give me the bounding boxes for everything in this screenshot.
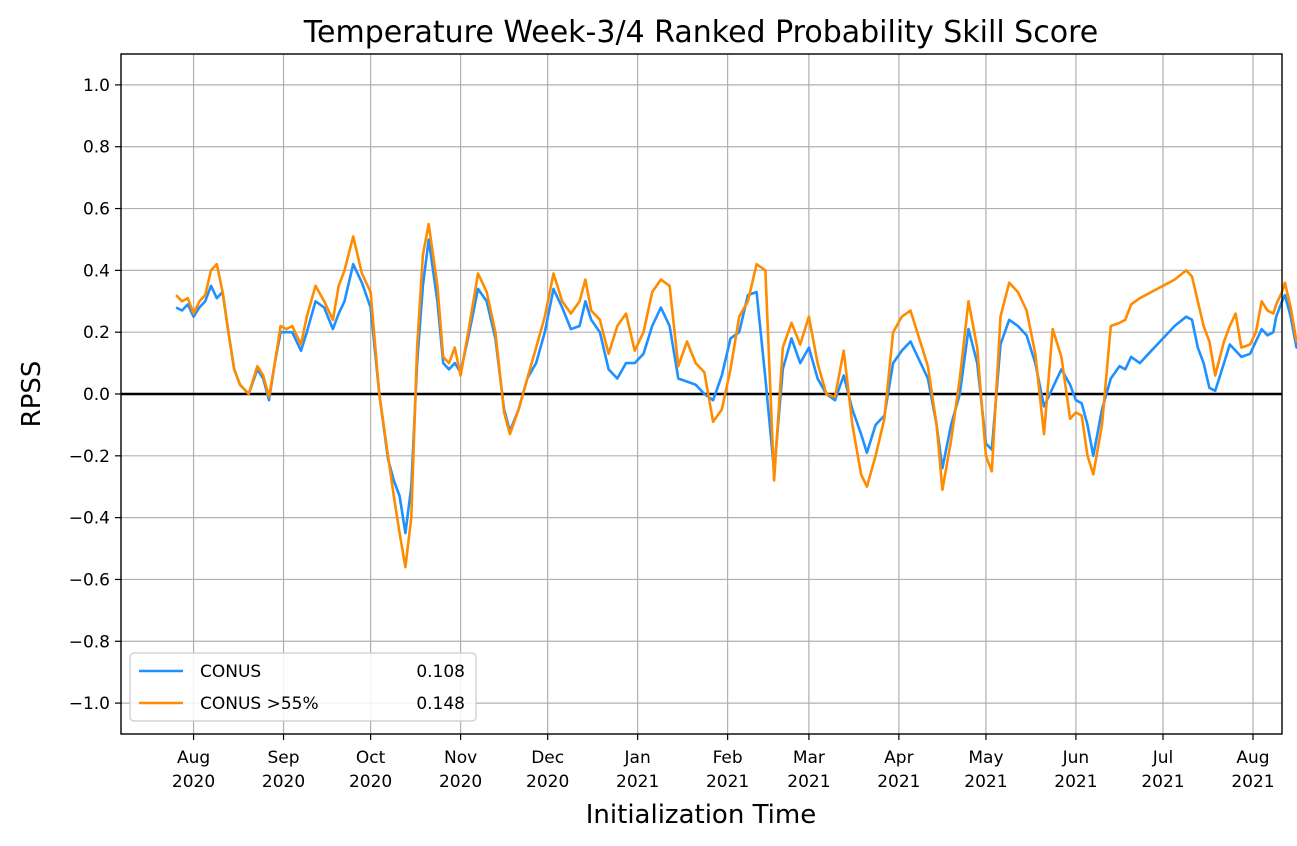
x-tick-month: Nov <box>444 748 477 768</box>
x-tick-month: Jan <box>624 748 651 768</box>
x-tick-year: 2021 <box>706 772 749 792</box>
y-axis-label: RPSS <box>17 361 47 428</box>
legend-box <box>129 652 477 722</box>
x-tick-year: 2021 <box>787 772 830 792</box>
x-tick-year: 2020 <box>172 772 215 792</box>
x-tick-month: Feb <box>713 748 743 768</box>
x-tick-month: Dec <box>531 748 564 768</box>
x-tick-month: Jul <box>1152 748 1174 768</box>
legend-label-conus: CONUS <box>200 662 261 682</box>
x-tick-year: 2020 <box>439 772 482 792</box>
chart-title: Temperature Week-3/4 Ranked Probability … <box>303 15 1098 50</box>
y-axis-ticks: 1.0 0.8 0.6 0.4 0.2 0.0 −0.2 −0.4 −0.6 −0.8 −1.0 <box>69 76 121 714</box>
x-tick-year: 2020 <box>526 772 569 792</box>
y-tick-label: −1.0 <box>69 694 110 714</box>
x-tick-month: Aug <box>1236 748 1269 768</box>
y-tick-label: 1.0 <box>83 76 110 96</box>
x-tick-year: 2021 <box>877 772 920 792</box>
x-tick-year: 2021 <box>616 772 659 792</box>
legend-value-conus-55: 0.148 <box>416 694 465 714</box>
x-tick-year: 2021 <box>1141 772 1184 792</box>
legend: CONUS 0.108 CONUS >55% 0.148 <box>129 652 477 722</box>
x-tick-year: 2021 <box>964 772 1007 792</box>
x-tick-month: Sep <box>268 748 300 768</box>
x-tick-month: Aug <box>177 748 210 768</box>
y-tick-label: 0.4 <box>83 261 110 281</box>
x-tick-month: Oct <box>356 748 386 768</box>
legend-label-conus-55: CONUS >55% <box>200 694 319 714</box>
x-tick-year: 2021 <box>1231 772 1274 792</box>
series-line-0 <box>175 238 1297 535</box>
y-tick-label: 0.2 <box>83 323 110 343</box>
x-axis-ticks: Aug 2020 Sep 2020 Oct 2020 Nov 2020 Dec 2020 Jan 20… <box>172 734 1275 792</box>
x-tick-year: 2020 <box>262 772 305 792</box>
series-layer <box>175 222 1297 569</box>
legend-value-conus: 0.108 <box>416 662 465 682</box>
x-tick-month: Mar <box>793 748 825 768</box>
x-tick-year: 2020 <box>349 772 392 792</box>
x-tick-month: May <box>968 748 1003 768</box>
series-line-1 <box>175 222 1297 569</box>
y-tick-label: −0.8 <box>69 632 110 652</box>
y-tick-label: −0.4 <box>69 509 110 529</box>
x-tick-month: Jun <box>1062 748 1090 768</box>
x-tick-month: Apr <box>884 748 913 768</box>
y-tick-label: −0.2 <box>69 447 110 467</box>
x-tick-year: 2021 <box>1054 772 1097 792</box>
y-tick-label: 0.6 <box>83 200 110 220</box>
y-tick-label: 0.0 <box>83 385 110 405</box>
x-axis-label: Initialization Time <box>586 800 816 830</box>
y-tick-label: 0.8 <box>83 138 110 158</box>
y-tick-label: −0.6 <box>69 570 110 590</box>
